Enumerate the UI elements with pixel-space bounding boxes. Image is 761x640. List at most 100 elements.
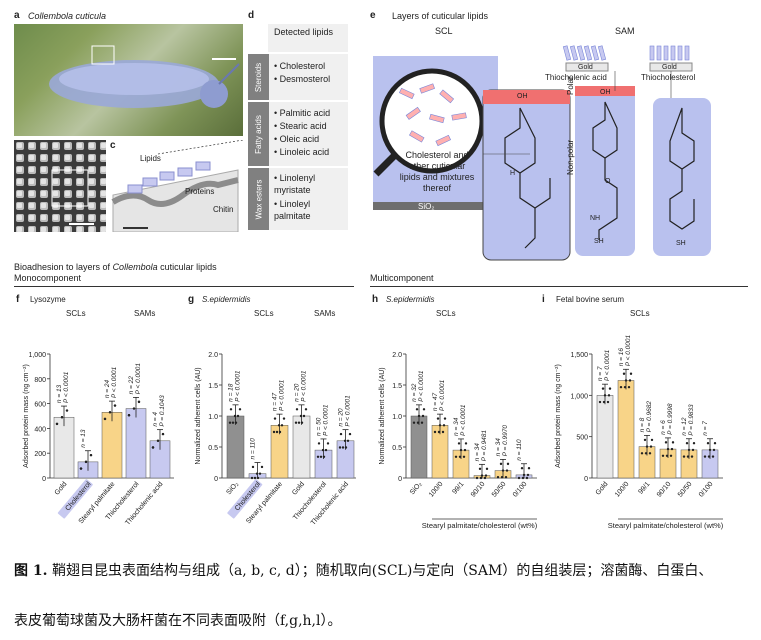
data-point bbox=[628, 379, 632, 382]
y-tick-label: 2.0 bbox=[208, 352, 218, 359]
bar-annotation: n = 12 bbox=[681, 417, 688, 436]
data-point bbox=[137, 400, 141, 404]
data-point bbox=[260, 465, 264, 469]
data-point bbox=[79, 467, 83, 470]
chart-f-ylabel: Adsorbed protein mass (ng cm⁻²) bbox=[23, 364, 30, 468]
steroids-label: Steroids bbox=[248, 54, 269, 100]
bar-annotation: n = 24 bbox=[104, 379, 111, 398]
data-point bbox=[339, 432, 343, 436]
data-point bbox=[344, 446, 348, 449]
data-point bbox=[640, 452, 644, 455]
data-point bbox=[499, 462, 503, 466]
sh-label-2: SH bbox=[676, 240, 686, 247]
data-point bbox=[55, 422, 59, 426]
data-point bbox=[454, 455, 458, 458]
y-tick-label: 2.0 bbox=[392, 352, 402, 359]
chart-g-title: S.epidermidis bbox=[202, 295, 250, 304]
bar-annotation: P < 0.0001 bbox=[439, 379, 446, 411]
data-point bbox=[441, 430, 445, 434]
bar-annotation: n = 4 bbox=[152, 412, 159, 427]
data-point bbox=[253, 476, 257, 480]
data-point bbox=[60, 416, 64, 419]
y-tick-label: 800 bbox=[34, 377, 46, 384]
chart-i-bar bbox=[596, 395, 614, 479]
nonpolar-box bbox=[482, 89, 571, 261]
chart-h-ylabel: Normalized adherent cells (AU) bbox=[379, 367, 386, 464]
list-item: • Desmosterol bbox=[274, 74, 331, 84]
list-item: • Cholesterol bbox=[274, 61, 326, 71]
bar-annotation: P < 0.0001 bbox=[135, 363, 142, 395]
x-category-label: 0/100 bbox=[698, 481, 715, 499]
data-point bbox=[156, 439, 160, 442]
data-point bbox=[436, 417, 440, 420]
data-point bbox=[278, 430, 282, 434]
data-point bbox=[703, 455, 707, 458]
y-tick-label: 200 bbox=[34, 451, 46, 458]
data-point bbox=[108, 411, 112, 414]
data-point bbox=[623, 385, 627, 389]
chart-f-bar bbox=[53, 416, 75, 479]
x-category-label: Gold bbox=[54, 481, 69, 497]
data-point bbox=[437, 430, 441, 434]
data-point bbox=[484, 474, 488, 477]
multi-divider bbox=[370, 286, 748, 287]
x-category-label: 100/0 bbox=[614, 481, 631, 499]
data-point bbox=[644, 452, 648, 455]
y-tick-label: 600 bbox=[34, 402, 46, 409]
data-point bbox=[517, 476, 521, 480]
bar-annotation: n = 110 bbox=[250, 438, 257, 460]
data-point bbox=[151, 446, 155, 449]
chart-f: f Lysozyme SCLs SAMs 0 200 400 600 800 1,000 Adsor… bbox=[14, 292, 182, 537]
data-point bbox=[463, 448, 467, 452]
data-point bbox=[483, 476, 487, 480]
scl-label: SCL bbox=[435, 26, 453, 36]
data-point bbox=[348, 432, 352, 436]
data-point bbox=[132, 407, 136, 410]
bar-annotation: n = 20 bbox=[338, 408, 345, 427]
data-point bbox=[711, 455, 715, 458]
section-title-pre: Bioadhesion to layers of bbox=[14, 262, 113, 272]
bar-annotation: n = 22 bbox=[128, 376, 135, 395]
data-point bbox=[479, 476, 483, 480]
data-point bbox=[319, 455, 323, 458]
bar-annotation: n = 110 bbox=[516, 439, 523, 461]
data-point bbox=[619, 385, 623, 389]
chart-h-bar bbox=[410, 415, 428, 479]
data-point bbox=[504, 476, 508, 479]
oh-label-2: OH bbox=[600, 89, 611, 96]
data-point bbox=[464, 442, 468, 445]
data-point bbox=[238, 408, 242, 411]
data-point bbox=[706, 441, 710, 445]
multicomponent-label: Multicomponent bbox=[370, 273, 434, 283]
bar-annotation: n = 47 bbox=[432, 393, 439, 412]
data-point bbox=[341, 446, 345, 449]
list-item: • Linolenyl myristate bbox=[274, 173, 316, 195]
data-point bbox=[231, 421, 235, 424]
section-title-italic: Collembola bbox=[112, 262, 158, 272]
fatty-acids-label: Fatty acids bbox=[248, 102, 269, 166]
fatty-acids-group: Fatty acids • Palmitic acid • Stearic ac… bbox=[248, 102, 348, 166]
bar-annotation: P < 0.0001 bbox=[63, 371, 70, 403]
data-point bbox=[324, 448, 328, 452]
data-point bbox=[338, 446, 342, 449]
data-point bbox=[89, 453, 93, 457]
chitin-label: Chitin bbox=[213, 205, 234, 214]
x-category-label: 99/1 bbox=[637, 481, 651, 496]
chart-g-group-label: SCLs bbox=[254, 309, 274, 318]
y-tick-label: 0 bbox=[42, 476, 46, 483]
thiocholesterol-label: Thiocholesterol bbox=[641, 73, 696, 82]
chart-i-ylabel: Adsorbed protein mass (ng cm⁻²) bbox=[555, 364, 562, 468]
bar-annotation: P < 0.0001 bbox=[235, 370, 242, 402]
data-point bbox=[346, 439, 350, 442]
data-point bbox=[443, 417, 447, 420]
bar-annotation: n = 34 bbox=[495, 438, 502, 457]
bar-annotation: P < 0.0001 bbox=[323, 404, 330, 436]
chart-g-letter: g bbox=[188, 294, 194, 305]
data-point bbox=[686, 455, 690, 458]
data-point bbox=[475, 476, 479, 480]
bar-annotation: P = 0.1043 bbox=[159, 395, 166, 427]
cuticle-layers bbox=[111, 139, 244, 233]
y-tick-label: 0.5 bbox=[208, 445, 218, 452]
data-point bbox=[480, 474, 484, 477]
